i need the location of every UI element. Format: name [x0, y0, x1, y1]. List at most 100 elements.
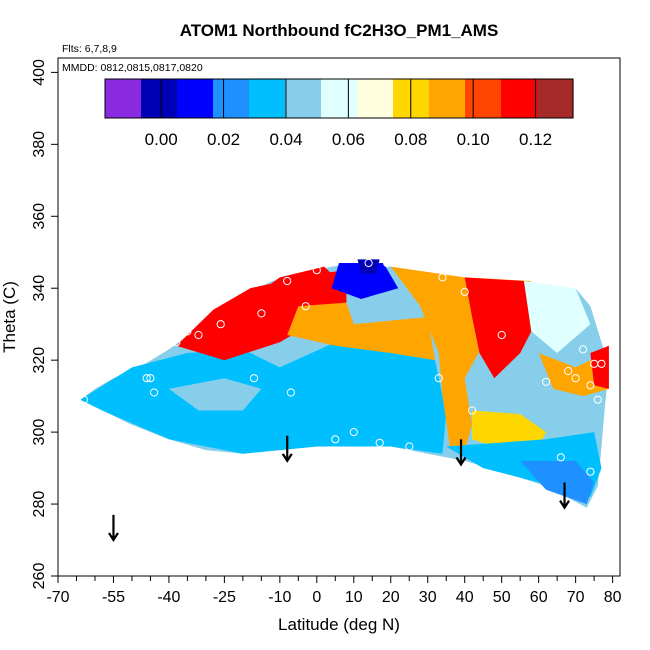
field-region-east-red: [464, 277, 547, 379]
sample-point: [79, 395, 89, 404]
sample-point: [331, 435, 340, 444]
colorbar-tick-label: 0.08: [394, 130, 427, 149]
x-tick-label: 80: [604, 589, 622, 606]
y-axis: 260 280 300 320 340 360 380 400: [31, 59, 58, 589]
sample-point: [257, 309, 266, 318]
colorbar-tick-label: 0.10: [457, 130, 490, 149]
x-tick-label: -10: [268, 589, 291, 606]
x-tick-label: -40: [157, 589, 180, 606]
y-tick-label: 280: [31, 491, 48, 518]
colorbar-segment: [429, 79, 466, 118]
sample-point: [172, 338, 181, 347]
colorbar-tick-label: 0.00: [145, 130, 178, 149]
sample-point: [249, 276, 259, 286]
sample-point: [150, 388, 159, 397]
sample-point: [216, 320, 225, 329]
sample-point: [349, 428, 358, 437]
colorbar-segment: [285, 79, 322, 118]
colorbar-segment: [393, 79, 430, 118]
field-region-tropical-low: [80, 342, 447, 454]
sample-point: [405, 442, 414, 451]
x-tick-label: 70: [567, 589, 585, 606]
profile-arrows: [108, 435, 570, 543]
colorbar-segment: [537, 79, 574, 118]
arrow-head: [108, 532, 119, 543]
colorbar-tick-label: 0.04: [269, 130, 302, 149]
field-region-east-pale: [523, 281, 591, 353]
x-tick-label: 60: [530, 589, 548, 606]
dates-label: MMDD: 0812,0815,0817,0820: [62, 62, 203, 74]
x-axis: -70 -55 -40 -25 -10 0 10 20 30 40 50 60 70 80: [46, 576, 622, 606]
field-region-north-west-red: [235, 266, 339, 317]
colorbar-tick-label: 0.02: [207, 130, 240, 149]
x-tick-label: -25: [213, 589, 236, 606]
x-tick-label: 20: [382, 589, 400, 606]
flights-label: Flts: 6,7,8,9: [62, 43, 117, 55]
colorbar: [104, 78, 574, 119]
field-region-east-bottom-deep: [520, 460, 595, 505]
sample-point: [286, 388, 295, 397]
x-tick-label: 10: [345, 589, 363, 606]
sample-point: [497, 330, 506, 340]
y-axis-label: Theta (C): [0, 281, 19, 353]
y-tick-label: 340: [31, 275, 48, 302]
y-tick-label: 260: [31, 563, 48, 590]
sample-point: [224, 280, 233, 289]
sample-point: [578, 345, 588, 354]
colorbar-segment: [213, 79, 250, 118]
x-tick-label: -70: [46, 589, 69, 606]
colorbar-segment: [321, 79, 358, 118]
sample-point: [194, 330, 203, 340]
sample-point: [542, 377, 551, 386]
sample-point: [375, 438, 384, 447]
colorbar-tick-labels: 0.00 0.02 0.04 0.06 0.08 0.10 0.12: [145, 130, 552, 149]
sample-point: [301, 302, 310, 311]
sample-point: [142, 374, 151, 383]
sample-point: [460, 287, 469, 296]
arrow-head: [559, 500, 570, 510]
sample-point: [364, 258, 373, 268]
y-tick-label: 360: [31, 203, 48, 230]
sample-point: [312, 266, 321, 275]
sample-point: [434, 374, 443, 383]
colorbar-segment: [501, 79, 538, 118]
colorbar-segment: [249, 79, 286, 118]
colorbar-segment: [105, 79, 142, 118]
sample-point: [183, 327, 192, 336]
field-region-pale-band-south: [168, 378, 262, 411]
sample-point: [593, 395, 602, 404]
colorbar-segment: [177, 79, 214, 118]
x-tick-label: 40: [456, 589, 474, 606]
colorbar-segment: [465, 79, 502, 118]
sample-point: [383, 258, 392, 268]
field-region-cap-blue: [331, 263, 399, 299]
sample-point: [564, 366, 573, 376]
concentration-field: [80, 259, 609, 508]
y-tick-label: 400: [31, 59, 48, 86]
y-tick-label: 300: [31, 419, 48, 446]
field-region-east-low-orange: [472, 410, 547, 447]
field-region-mid-orange: [287, 302, 436, 361]
sample-point: [249, 374, 259, 383]
y-tick-label: 380: [31, 131, 48, 158]
sample-point: [283, 276, 292, 286]
plot-frame: [57, 57, 621, 577]
colorbar-tick-label: 0.06: [332, 130, 365, 149]
sample-point: [468, 406, 477, 415]
sample-points: [79, 258, 606, 476]
sample-point: [586, 467, 595, 476]
x-tick-label: 0: [312, 589, 321, 606]
x-axis-label: Latitude (deg N): [278, 615, 400, 634]
x-tick-label: 50: [493, 589, 511, 606]
arrow-head: [281, 453, 293, 463]
chart-title: ATOM1 Northbound fC2H3O_PM1_AMS: [180, 21, 499, 40]
x-tick-label: -55: [102, 589, 125, 606]
y-tick-label: 320: [31, 347, 48, 374]
sample-point: [586, 381, 595, 390]
sample-point: [438, 273, 447, 282]
sample-point: [571, 374, 580, 383]
colorbar-segment: [141, 79, 178, 118]
sample-point: [146, 374, 155, 383]
colorbar-segment: [357, 79, 394, 118]
